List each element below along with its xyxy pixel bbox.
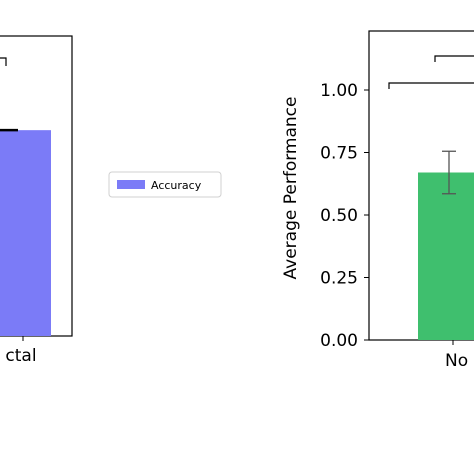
right-y-tick-label: 0.00 — [320, 331, 358, 351]
right-x-tick-label: No — [445, 351, 468, 371]
left-bar-accuracy — [0, 130, 51, 336]
left-x-tick-label: ctal — [5, 346, 36, 366]
left-significance-bracket — [0, 57, 7, 66]
right-error-bar — [442, 150, 456, 195]
right-y-axis-label: Average Performance — [281, 97, 301, 280]
legend-swatch — [117, 180, 145, 189]
right-y-tick-label: 0.75 — [320, 144, 358, 164]
legend-label: Accuracy — [151, 179, 202, 192]
right-panel: Average Performance 0.00 0.25 0.50 0.75 1.00… — [281, 30, 474, 371]
right-y-ticks: 0.00 0.25 0.50 0.75 1.00 — [320, 81, 369, 351]
left-panel: ctal — [0, 35, 73, 366]
legend: Accuracy — [108, 171, 222, 198]
right-significance-bracket-inner — [434, 55, 474, 62]
right-y-tick-label: 0.25 — [320, 269, 358, 289]
legend-box — [108, 171, 222, 198]
right-bar-no — [418, 172, 474, 340]
right-significance-bracket-outer — [388, 82, 474, 89]
right-y-tick-label: 1.00 — [320, 81, 358, 101]
right-y-tick-label: 0.50 — [320, 206, 358, 226]
